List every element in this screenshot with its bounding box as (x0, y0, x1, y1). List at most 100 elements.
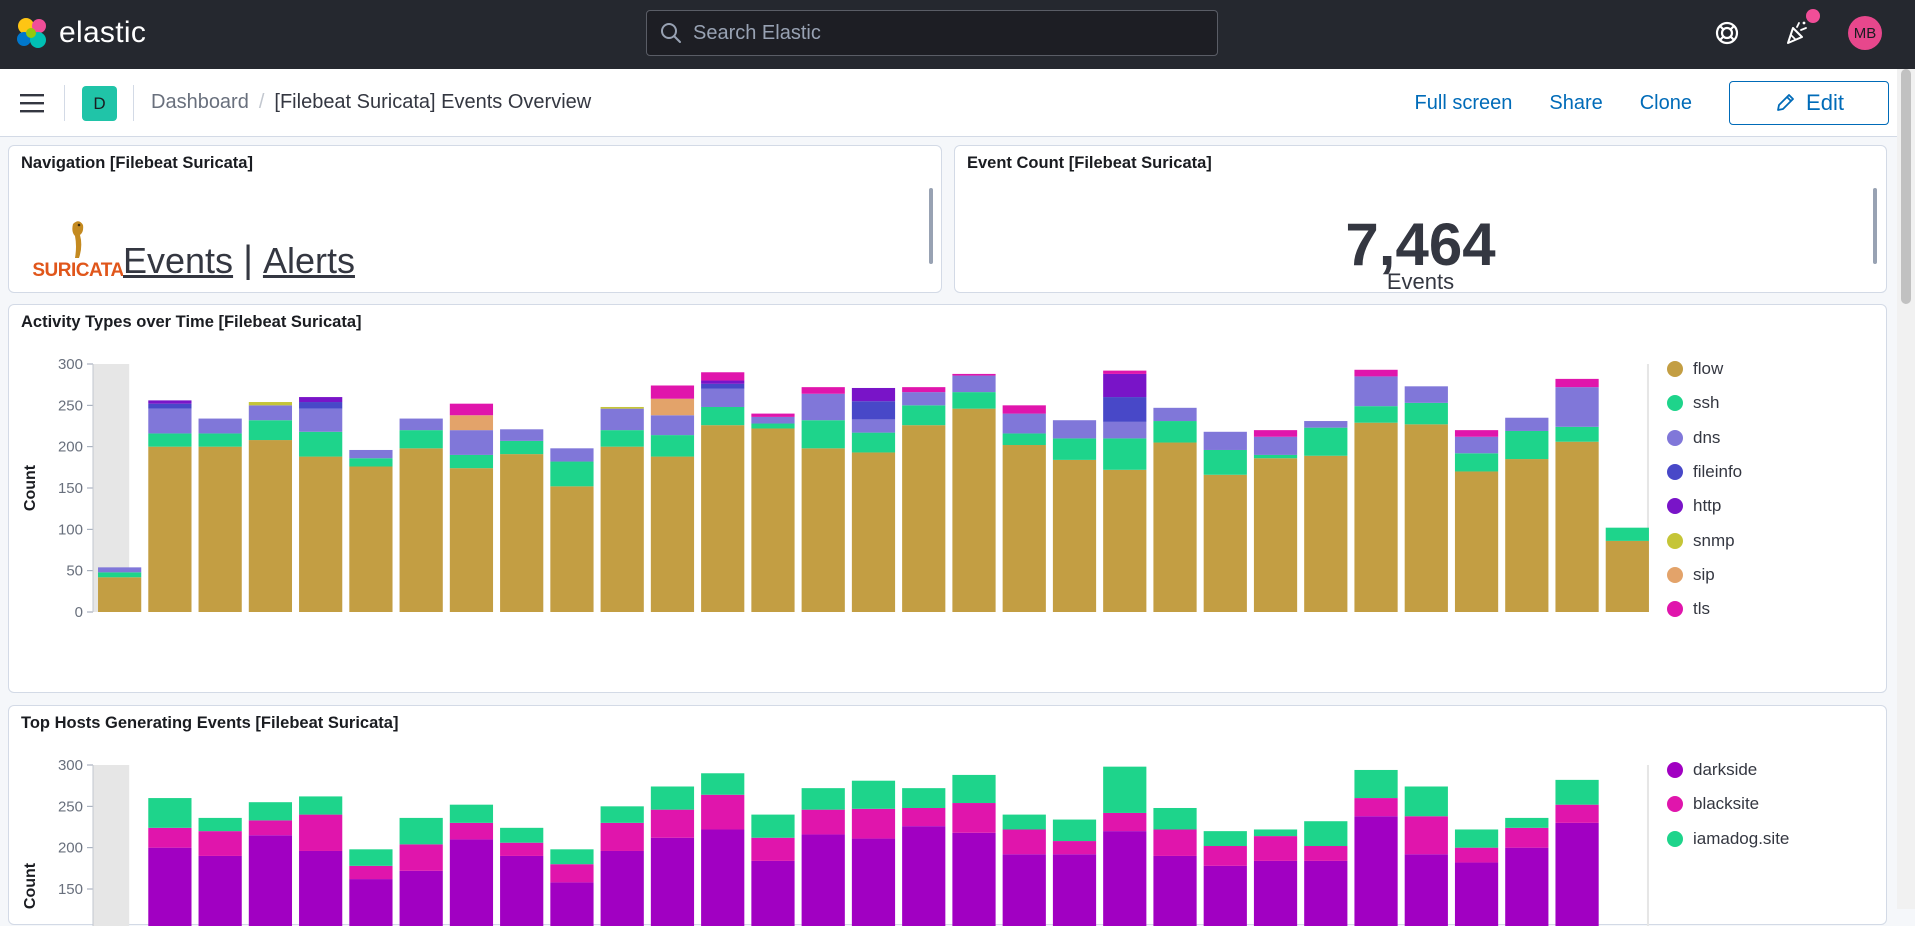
bar-segment (1153, 855, 1197, 926)
bar-segment (1103, 812, 1147, 832)
help-icon[interactable] (1710, 16, 1744, 50)
bar-segment (1454, 829, 1499, 848)
share-button[interactable]: Share (1549, 91, 1603, 114)
bar-segment (500, 827, 544, 843)
bar-segment (801, 788, 845, 810)
bar-segment (1253, 436, 1298, 455)
breadcrumb-separator: / (258, 91, 265, 113)
bar-segment (1253, 454, 1298, 459)
bar-segment (1454, 471, 1499, 612)
dashboard-toolbar: D Dashboard / [Filebeat Suricata] Events… (0, 69, 1897, 137)
legend-item[interactable]: tls (1667, 592, 1742, 626)
legend-swatch (1667, 601, 1683, 618)
bar-segment (299, 408, 343, 432)
legend-item[interactable]: sip (1667, 558, 1742, 592)
y-tick-label: 250 (58, 798, 83, 815)
panel-scrollbar[interactable] (1873, 188, 1877, 264)
legend-item[interactable]: darkside (1667, 753, 1789, 787)
newsfeed-icon[interactable] (1780, 16, 1814, 50)
navigation-links: SURICATA Events | Alerts (33, 216, 355, 282)
partial-bucket-shade (93, 765, 130, 926)
bar-segment (1454, 862, 1499, 926)
panel-scrollbar[interactable] (929, 188, 933, 264)
bar-segment (851, 387, 896, 402)
legend-item[interactable]: flow (1667, 352, 1742, 386)
bar-segment (449, 468, 494, 612)
search-input[interactable] (693, 21, 1193, 45)
activity-chart[interactable]: 0 50 100 150 200 250 300 Count (9, 305, 1649, 680)
bar-segment (1354, 376, 1398, 407)
bar-segment (1555, 441, 1599, 612)
bar-segment (1454, 847, 1499, 863)
bar-segment (1304, 846, 1348, 861)
elastic-logo[interactable]: elastic (14, 15, 146, 51)
events-link[interactable]: Events (123, 240, 234, 281)
scrollbar-thumb[interactable] (1901, 69, 1911, 304)
bar-segment (550, 448, 594, 462)
breadcrumb-dashboard[interactable]: Dashboard (151, 91, 249, 113)
legend-item[interactable]: http (1667, 489, 1742, 523)
bar-segment (1304, 421, 1348, 428)
bar-segment (1002, 854, 1046, 926)
bar-segment (902, 807, 946, 827)
bar-segment (600, 406, 644, 409)
partial-bucket-shade (1646, 364, 1649, 612)
bar-segment (98, 567, 142, 573)
user-avatar[interactable]: MB (1848, 16, 1882, 50)
menu-icon[interactable] (18, 91, 46, 115)
bar-segment (952, 832, 996, 926)
search-bar[interactable] (646, 10, 1218, 56)
page-scrollbar[interactable] (1897, 69, 1915, 909)
bar-segment (1253, 829, 1298, 837)
bar-segment (1052, 819, 1097, 842)
bar-segment (851, 419, 896, 433)
space-avatar[interactable]: D (82, 86, 117, 121)
legend-item[interactable]: iamadog.site (1667, 822, 1789, 856)
legend-item[interactable]: dns (1667, 421, 1742, 455)
bar-segment (1052, 459, 1097, 612)
top-hosts-chart[interactable]: 150 200 250 300 Count (9, 706, 1649, 926)
elastic-cluster-icon (17, 18, 46, 48)
bar-segment (550, 849, 594, 865)
bar-segment (701, 372, 745, 381)
bar-segment (1203, 846, 1247, 866)
legend-item[interactable]: fileinfo (1667, 455, 1742, 489)
legend-swatch (1667, 361, 1683, 378)
bar-segment (600, 850, 644, 926)
y-axis-label: Count (22, 862, 39, 909)
alerts-link[interactable]: Alerts (262, 240, 355, 281)
clone-button[interactable]: Clone (1639, 91, 1692, 114)
bar-segment (600, 806, 644, 823)
legend-swatch (1667, 566, 1683, 583)
y-tick-label: 0 (75, 604, 83, 621)
full-screen-button[interactable]: Full screen (1414, 91, 1513, 114)
bar-segment (1052, 438, 1097, 460)
bar-segment (1103, 438, 1147, 470)
bar-segment (198, 817, 242, 832)
event-count-panel: Event Count [Filebeat Suricata] 7,464 Ev… (954, 145, 1887, 294)
bar-segment (1203, 831, 1247, 847)
legend-item[interactable]: blacksite (1667, 787, 1789, 821)
bar-segment (1002, 405, 1046, 414)
y-tick-label: 150 (58, 881, 83, 898)
bar-segment (349, 449, 393, 459)
bar-segment (1002, 829, 1046, 855)
bar-segment (1203, 474, 1247, 612)
bar-segment (550, 461, 594, 487)
bar-segment (1304, 455, 1348, 612)
edit-button[interactable]: Edit (1729, 81, 1889, 125)
bar-segment (1555, 822, 1599, 926)
bar-segment (399, 870, 443, 926)
bar-segment (299, 431, 343, 457)
bar-segment (701, 425, 745, 612)
metric-label: Events (1386, 269, 1455, 294)
activity-legend: flow ssh dns fileinfo http snmp sip tls (1667, 352, 1742, 626)
legend-item[interactable]: ssh (1667, 386, 1742, 420)
bar-segment (1052, 841, 1097, 855)
bar-segment (1203, 865, 1247, 926)
top-hosts-panel: Top Hosts Generating Events [Filebeat Su… (8, 705, 1887, 926)
bar-segment (600, 408, 644, 431)
legend-item[interactable]: snmp (1667, 523, 1742, 557)
bar-segment (1505, 417, 1549, 431)
bar-segment (1555, 378, 1599, 388)
